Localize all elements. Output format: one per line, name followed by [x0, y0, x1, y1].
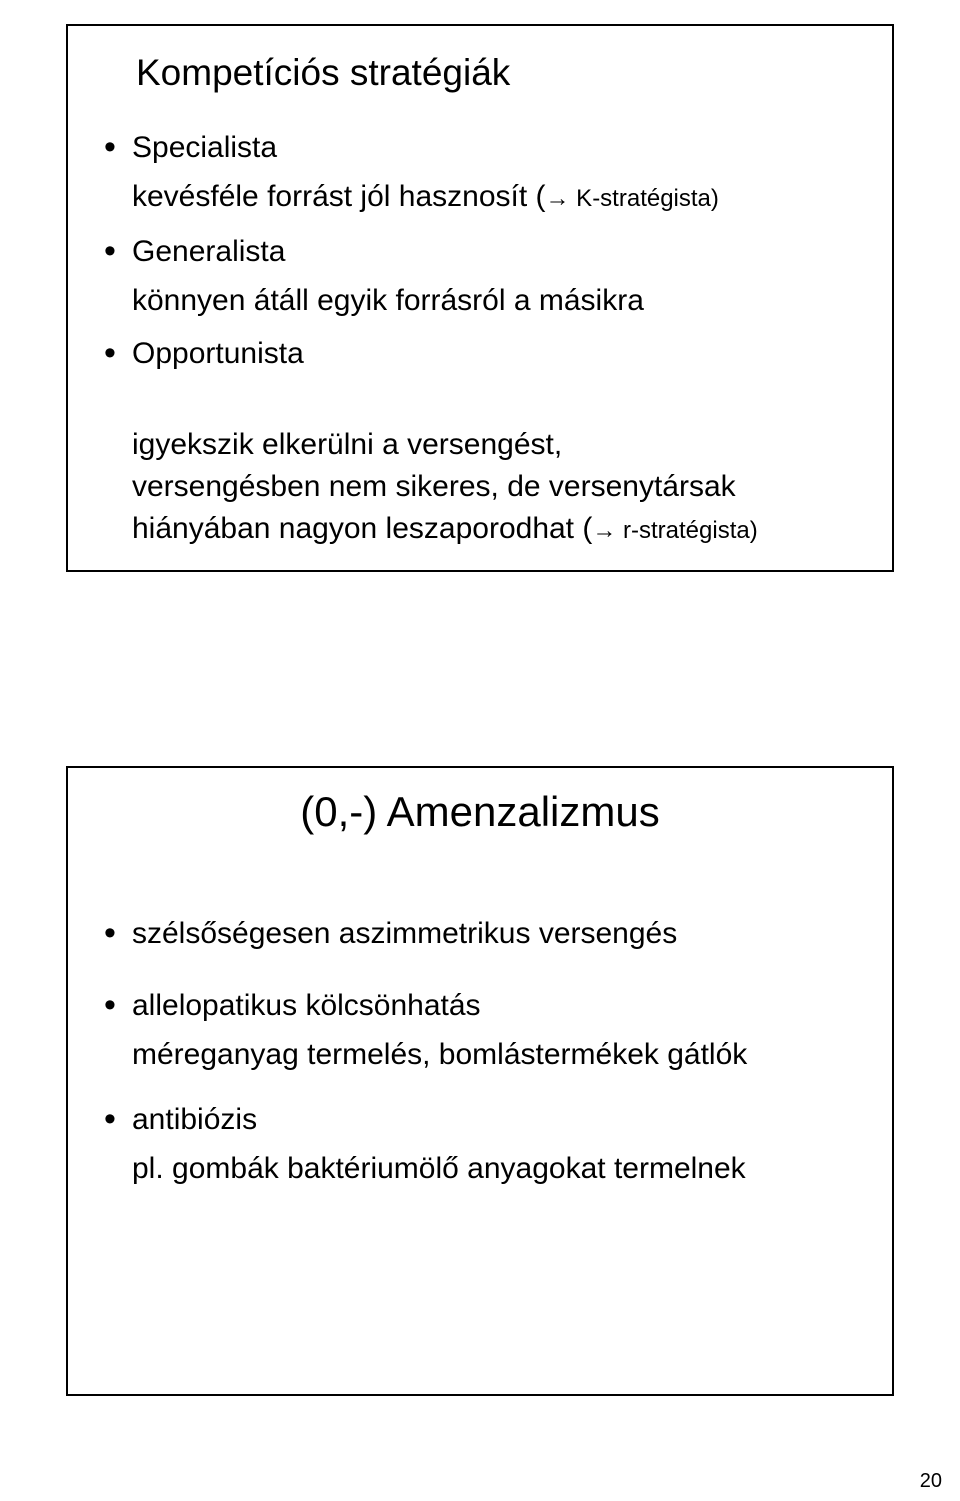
bottom-title: (0,-) Amenzalizmus [104, 788, 856, 836]
list-item: Opportunista [104, 334, 856, 374]
sub-text: könnyen átáll egyik forrásról a másikra [132, 280, 856, 322]
spacer [104, 962, 856, 986]
sub-text: méreganyag termelés, bomlástermékek gátl… [132, 1034, 856, 1076]
list-item: antibiózis [104, 1100, 856, 1140]
sub-text: kevésféle forrást jól hasznosít (→ K-str… [132, 176, 856, 220]
list-item: Specialista [104, 128, 856, 168]
sub-text: igyekszik elkerülni a versengést, versen… [132, 382, 856, 552]
bullet-text: Generalista [132, 235, 285, 268]
bullet-text: antibiózis [132, 1103, 257, 1136]
bullet-text: Opportunista [132, 337, 304, 370]
sub-text-small: → r-stratégista) [592, 517, 757, 544]
list-item: allelopatikus kölcsönhatás [104, 986, 856, 1026]
bottom-slide-box: (0,-) Amenzalizmus szélsőségesen aszimme… [66, 766, 894, 1396]
spacer [104, 1076, 856, 1100]
bullet-text: Specialista [132, 131, 277, 164]
sub-text-small: → K-stratégista) [546, 185, 719, 212]
top-title: Kompetíciós stratégiák [136, 52, 856, 94]
bullet-text: allelopatikus kölcsönhatás [132, 989, 481, 1022]
top-slide-box: Kompetíciós stratégiák Specialista kevés… [66, 24, 894, 572]
spacer [104, 220, 856, 232]
sub-text: pl. gombák baktériumölő anyagokat termel… [132, 1148, 856, 1190]
bullet-text: szélsőségesen aszimmetrikus versengés [132, 917, 677, 950]
spacer [104, 890, 856, 914]
list-item: szélsőségesen aszimmetrikus versengés [104, 914, 856, 954]
sub-text-main: kevésféle forrást jól hasznosít ( [132, 180, 546, 213]
spacer [104, 322, 856, 334]
list-item: Generalista [104, 232, 856, 272]
page-number: 20 [920, 1470, 942, 1493]
slide-page: Kompetíciós stratégiák Specialista kevés… [0, 0, 960, 1501]
